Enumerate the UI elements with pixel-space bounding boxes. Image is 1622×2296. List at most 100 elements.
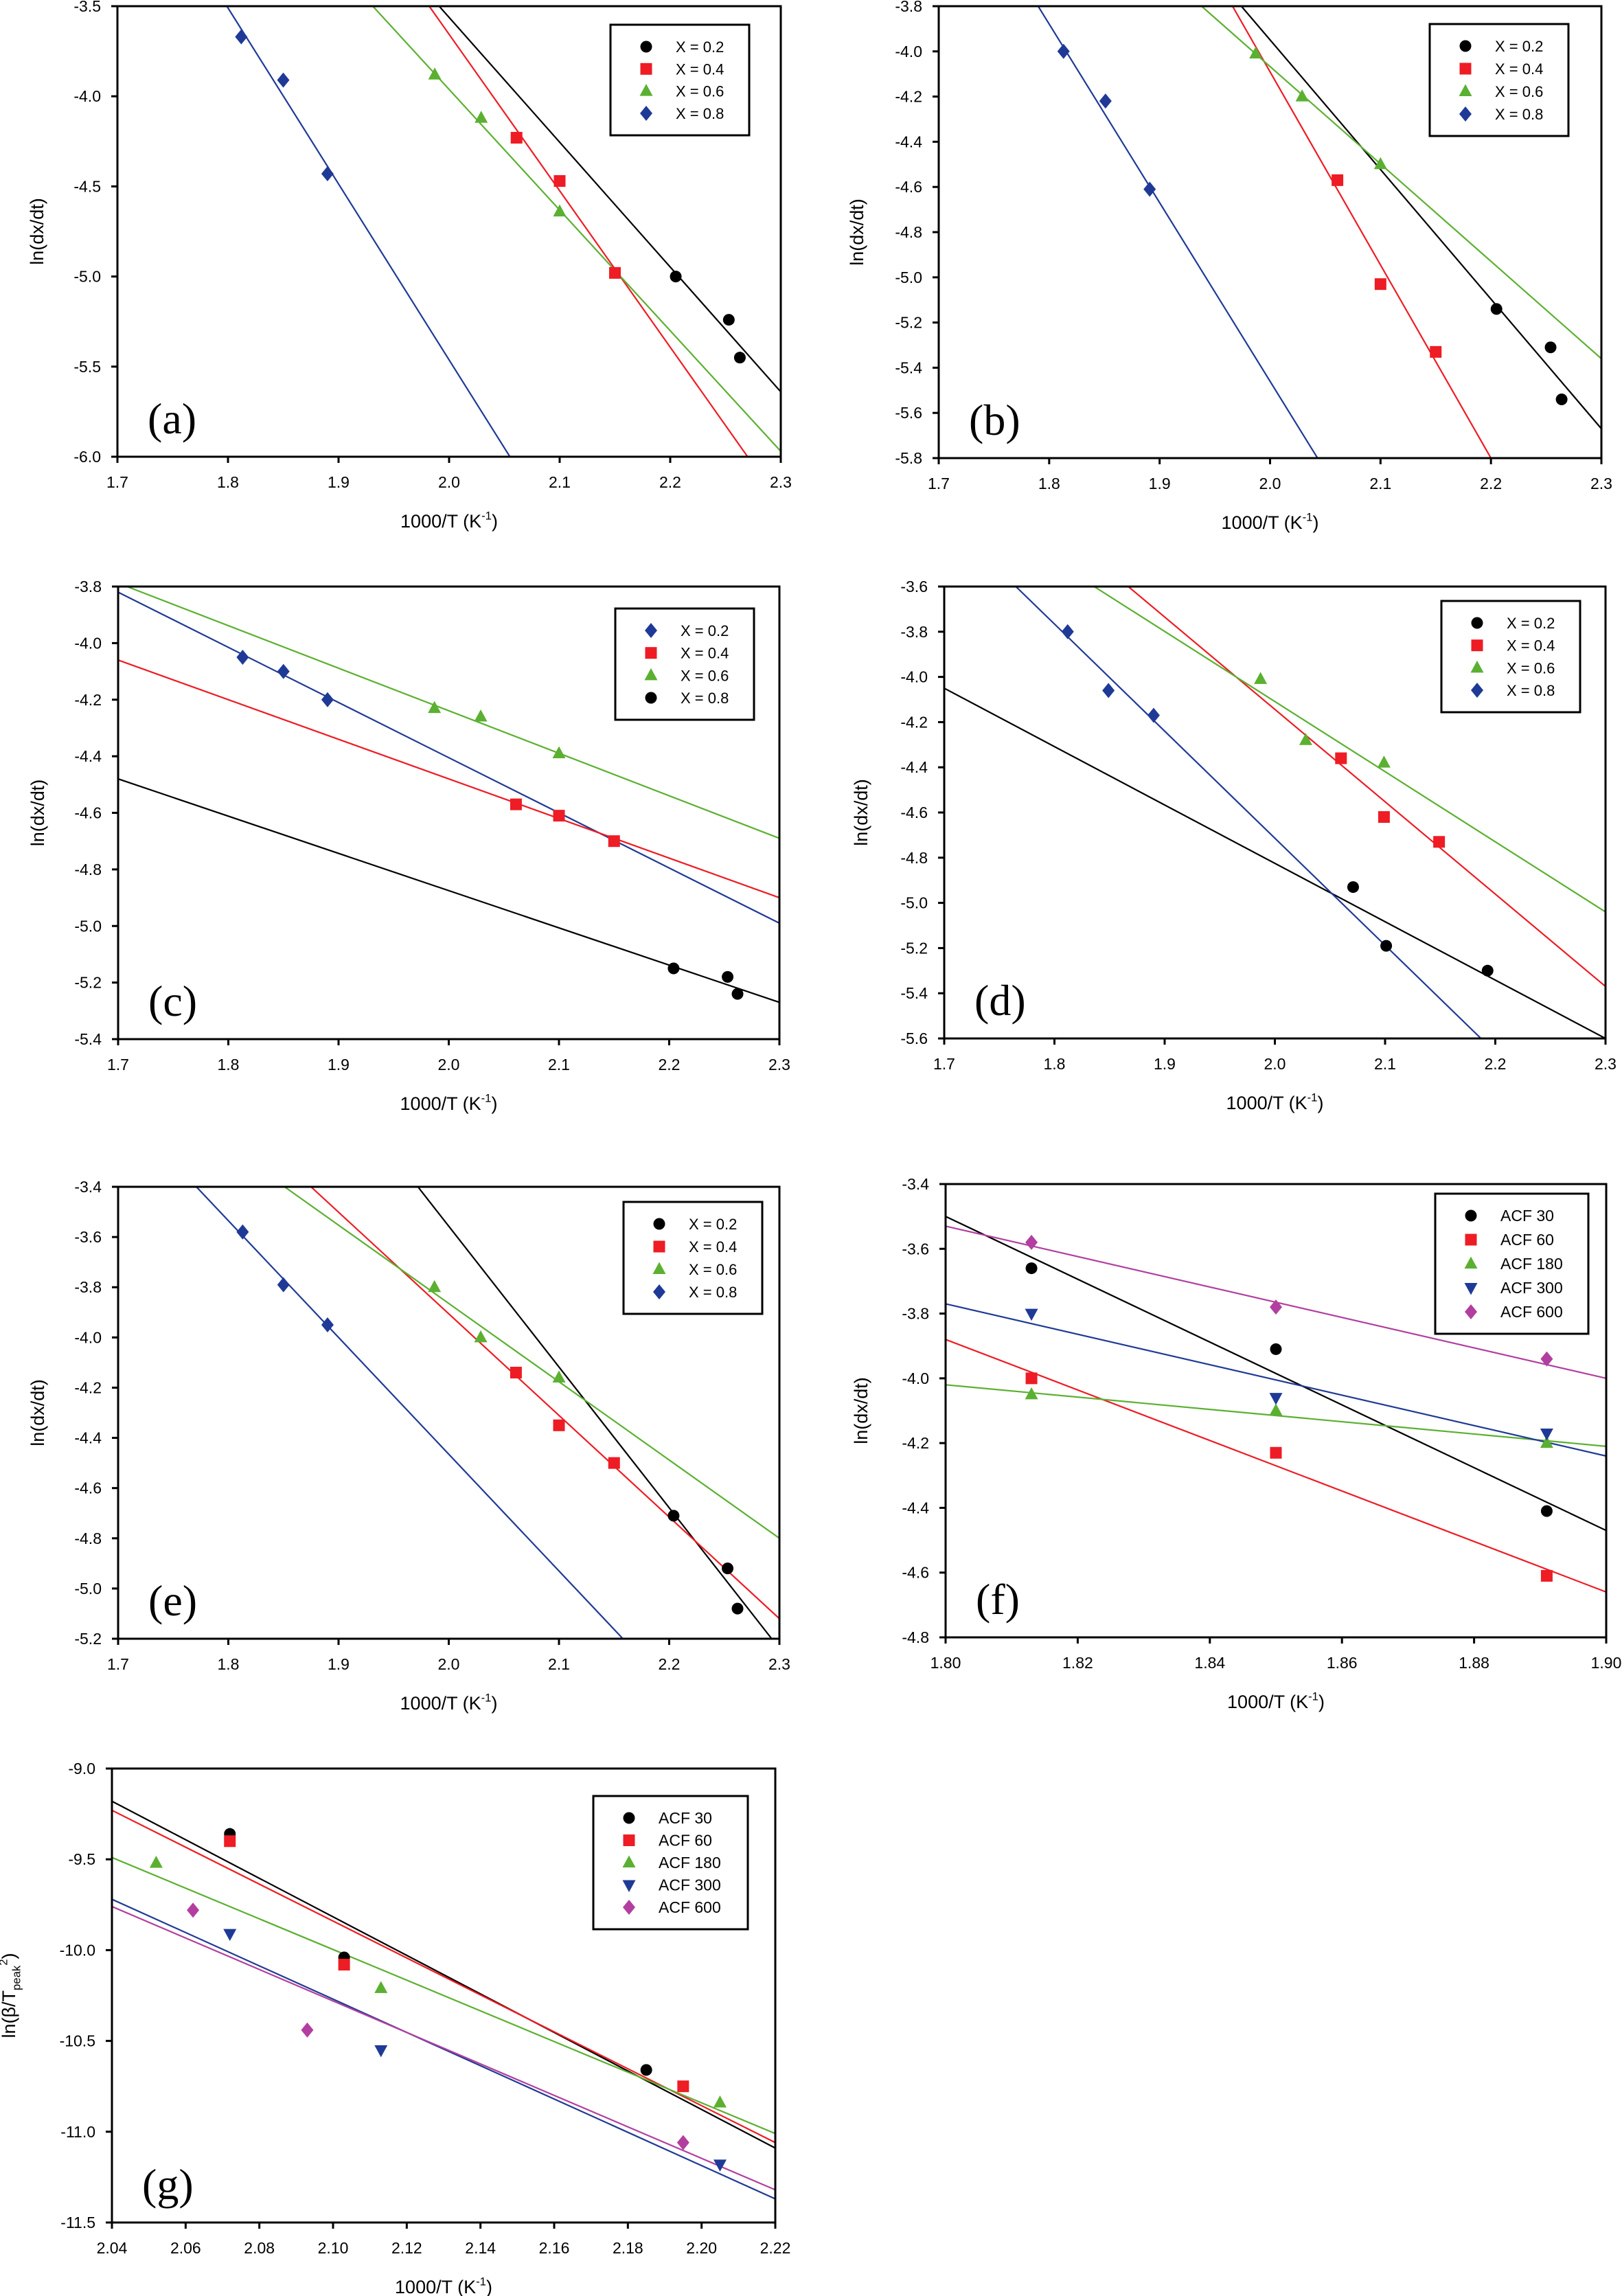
x-tick-label: 2.2 — [659, 473, 681, 491]
panel-label: (b) — [969, 396, 1020, 444]
title-segment: 1000/T (K — [400, 1693, 481, 1714]
title-segment: ) — [491, 1093, 497, 1114]
fit-line-4 — [112, 1898, 775, 2200]
series-2-points — [1025, 1372, 1553, 1582]
x-tick-label: 1.82 — [1062, 1654, 1093, 1672]
title-segment: -1 — [481, 1092, 492, 1105]
legend-label: X = 0.6 — [676, 83, 724, 100]
y-tick-label: -5.0 — [895, 269, 922, 286]
legend-label: X = 0.8 — [1507, 682, 1555, 699]
y-axis: -3.8 -4.0 -4.2 -4.4 -4.6 -4.8 -5.0 -5.2 -5.4 — [74, 578, 118, 1048]
x-tick-label: 2.0 — [438, 1655, 460, 1673]
data-point — [187, 1902, 200, 1918]
y-tick-label: -5.2 — [74, 974, 102, 992]
panel-label: (f) — [976, 1575, 1020, 1624]
data-point — [1380, 940, 1393, 952]
y-tick-label: -5.6 — [900, 1030, 928, 1047]
data-points — [1025, 1234, 1553, 1582]
data-point — [338, 1959, 350, 1971]
title-segment: 1000/T (K — [395, 2277, 476, 2296]
fit-line-4 — [1037, 6, 1318, 458]
x-tick-label: 2.0 — [1264, 1055, 1286, 1073]
legend-label: ACF 60 — [659, 1832, 712, 1850]
data-point — [1540, 1351, 1553, 1367]
x-tick-label: 2.3 — [1595, 1055, 1617, 1073]
legend-entry: ACF 30 — [1465, 1207, 1554, 1225]
title-segment: ln(dx/dt) — [27, 198, 47, 265]
data-points — [236, 1224, 744, 1615]
data-point — [1143, 181, 1156, 197]
legend-entry: X = 0.4 — [645, 645, 729, 662]
data-points — [149, 1828, 727, 2172]
series-3-points — [428, 67, 567, 217]
data-point — [722, 970, 734, 983]
x-tick-label: 1.7 — [107, 1655, 129, 1673]
fit-line-2 — [429, 6, 749, 457]
y-tick-label: -4.4 — [74, 1429, 102, 1447]
legend-label: X = 0.8 — [681, 690, 729, 707]
legend: X = 0.2 X = 0.4 X = 0.6 X = 0.8 — [1428, 23, 1570, 137]
y-tick-label: -4.4 — [74, 747, 102, 765]
fit-line-3 — [946, 1384, 1606, 1447]
panel-e: 1.7 1.8 1.9 2.0 2.1 2.2 2.3 -3.4 -3.6 -3.8 -4.0 -4.… — [27, 1178, 790, 1714]
y-tick-label: -3.6 — [900, 578, 928, 595]
series-1-points — [667, 1510, 744, 1615]
legend-marker — [1471, 639, 1483, 652]
data-point — [608, 835, 620, 848]
legend-label: X = 0.4 — [676, 60, 724, 78]
y-tick-label: -4.6 — [74, 1479, 102, 1497]
y-tick-label: -10.5 — [60, 2032, 95, 2050]
data-point — [374, 1981, 388, 1993]
data-point — [667, 1510, 680, 1522]
data-point — [640, 2064, 652, 2076]
title-segment: 2 — [0, 1959, 10, 1966]
legend-marker — [623, 1900, 635, 1915]
y-tick-label: -3.8 — [900, 623, 928, 641]
y-tick-label: -11.0 — [60, 2123, 95, 2141]
y-tick-label: -4.0 — [73, 87, 101, 105]
x-axis: 1.7 1.8 1.9 2.0 2.1 2.2 2.3 — [107, 1039, 790, 1073]
x-tick-label: 1.7 — [107, 1056, 129, 1073]
title-segment: 1000/T (K — [400, 1093, 481, 1114]
x-tick-label: 2.3 — [768, 1056, 790, 1073]
y-tick-label: -3.8 — [74, 578, 102, 595]
x-tick-label: 2.10 — [318, 2239, 349, 2257]
data-point — [428, 1280, 442, 1293]
data-point — [1269, 1393, 1283, 1405]
legend-marker — [653, 1284, 665, 1299]
panel-c: 1.7 1.8 1.9 2.0 2.1 2.2 2.3 -3.8 -4.0 -4.2 -4.4 -4.… — [27, 578, 790, 1114]
fit-lines — [196, 1187, 779, 1639]
legend-marker — [1471, 617, 1483, 629]
x-axis-title: 1000/T (K-1) — [400, 1092, 498, 1114]
legend-label: X = 0.6 — [689, 1261, 737, 1278]
x-tick-label: 2.06 — [170, 2239, 201, 2257]
legend-box — [614, 607, 755, 721]
panel-label: (a) — [148, 394, 196, 443]
x-axis: 1.80 1.82 1.84 1.86 1.88 1.90 — [930, 1637, 1621, 1672]
y-tick-label: -4.0 — [74, 1328, 102, 1346]
data-point — [1433, 836, 1446, 848]
data-points — [235, 29, 746, 364]
data-point — [1025, 1372, 1038, 1385]
y-axis: -3.4 -3.6 -3.8 -4.0 -4.2 -4.4 -4.6 -4.8 -5.0 -5.2 — [74, 1178, 118, 1648]
legend-entry: X = 0.2 — [645, 622, 729, 639]
panel-a: 1.7 1.8 1.9 2.0 2.1 2.2 2.3 -3.5 -4.0 -4.5 -5.0 -5.… — [27, 0, 792, 532]
data-point — [1025, 1262, 1038, 1275]
legend: X = 0.2 X = 0.4 X = 0.6 X = 0.8 — [1440, 600, 1581, 714]
y-tick-label: -3.8 — [74, 1278, 102, 1296]
data-point — [1299, 733, 1312, 745]
x-axis-title: 1000/T (K-1) — [1226, 1091, 1324, 1113]
legend-marker — [640, 106, 652, 121]
panel-label: (d) — [974, 976, 1026, 1025]
series-3-points — [428, 1280, 566, 1383]
y-axis-title: ln(dx/dt) — [27, 780, 48, 847]
title-segment: -1 — [476, 2275, 486, 2288]
legend-label: X = 0.6 — [1507, 659, 1555, 677]
data-point — [1332, 174, 1344, 186]
data-point — [1540, 1435, 1553, 1448]
y-tick-label: -5.2 — [895, 314, 922, 332]
legend-marker — [645, 692, 657, 704]
legend: ACF 30 ACF 60 ACF 180 ACF 300 ACF 600 — [592, 1795, 749, 1931]
legend-box — [1440, 600, 1581, 714]
